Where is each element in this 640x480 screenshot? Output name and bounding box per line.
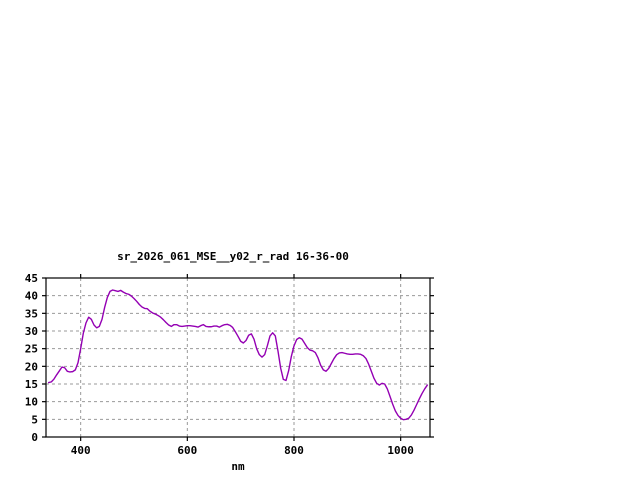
data-series-line	[47, 289, 429, 421]
y-tick-label: 25	[25, 343, 38, 356]
x-axis-title: nm	[231, 460, 245, 473]
y-tick-label: 30	[25, 325, 38, 338]
y-tick-marks	[42, 277, 434, 438]
x-gridlines	[80, 278, 402, 437]
y-tick-label: 5	[31, 413, 38, 426]
x-tick-label: 800	[284, 444, 304, 457]
y-tick-label: 10	[25, 396, 38, 409]
y-tick-label: 45	[25, 272, 38, 285]
y-tick-labels: 0 5 10 15 20 25 30 35 40 45	[25, 272, 38, 444]
x-tick-label: 1000	[387, 444, 414, 457]
plot-frame	[45, 277, 431, 438]
y-tick-label: 0	[31, 431, 38, 444]
plot-background	[46, 278, 430, 437]
chart-title: sr_2026_061_MSE__y02_r_rad 16-36-00	[117, 250, 349, 263]
y-tick-label: 20	[25, 360, 38, 373]
y-gridlines	[46, 295, 430, 420]
y-tick-label: 35	[25, 307, 38, 320]
x-tick-label: 600	[177, 444, 197, 457]
y-tick-label: 40	[25, 290, 38, 303]
x-tick-label: 400	[71, 444, 91, 457]
y-tick-label: 15	[25, 378, 38, 391]
x-tick-labels: 400 600 800 1000	[71, 444, 414, 457]
x-tick-marks	[80, 274, 402, 441]
